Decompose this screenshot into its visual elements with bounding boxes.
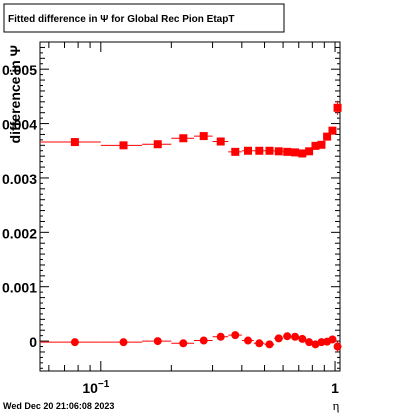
data-point-square bbox=[323, 132, 332, 141]
y-tick-label: 0.002 bbox=[2, 225, 37, 241]
data-point-square bbox=[274, 147, 283, 156]
title-box bbox=[3, 3, 285, 33]
y-tick-label: 0 bbox=[29, 334, 37, 350]
data-point-square bbox=[283, 147, 292, 156]
data-point-circle bbox=[179, 339, 188, 348]
data-point-circle bbox=[255, 339, 264, 348]
y-tick-label: 0.004 bbox=[2, 117, 37, 133]
data-point-square bbox=[216, 137, 225, 146]
chart-title: Fitted difference in Ψ for Global Rec Pi… bbox=[8, 14, 234, 25]
data-point-square bbox=[305, 147, 314, 156]
data-point-circle bbox=[243, 336, 252, 345]
y-axis-title: difference in Ψ bbox=[7, 45, 23, 143]
data-point-square bbox=[153, 140, 162, 149]
data-point-square bbox=[311, 141, 320, 150]
data-point-circle bbox=[70, 338, 79, 347]
data-point-square bbox=[328, 126, 337, 135]
data-point-square bbox=[199, 132, 208, 141]
data-point-circle bbox=[153, 337, 162, 346]
timestamp: Wed Dec 20 21:06:08 2023 bbox=[3, 401, 114, 411]
data-point-circle bbox=[328, 335, 337, 344]
data-point-circle bbox=[119, 338, 128, 347]
y-tick-label: 0.003 bbox=[2, 171, 37, 187]
data-point-circle bbox=[199, 336, 208, 345]
x-tick-label: 10−1 bbox=[82, 379, 109, 396]
data-point-square bbox=[265, 146, 274, 155]
data-point-circle bbox=[274, 334, 283, 343]
data-point-circle bbox=[216, 332, 225, 341]
data-point-circle bbox=[305, 338, 314, 347]
x-tick-label: 1 bbox=[331, 380, 339, 396]
data-point-square bbox=[243, 146, 252, 155]
data-point-square bbox=[179, 134, 188, 143]
data-point-square bbox=[291, 148, 300, 157]
data-point-circle bbox=[291, 332, 300, 341]
data-point-circle bbox=[231, 331, 240, 340]
data-point-square bbox=[298, 149, 307, 158]
data-point-circle bbox=[265, 340, 274, 349]
y-tick-label: 0.001 bbox=[2, 280, 37, 296]
axis-ticks: 0 0.001 0.002 0.003 0.004 0.005 10−1 1 bbox=[2, 41, 340, 396]
data-marks bbox=[40, 100, 342, 352]
data-point-square bbox=[70, 138, 79, 147]
data-point-square bbox=[119, 141, 128, 150]
data-point-square bbox=[231, 147, 240, 156]
x-axis-title: η bbox=[333, 398, 340, 413]
data-point-circle bbox=[283, 332, 292, 341]
data-point-square bbox=[333, 103, 342, 112]
data-point-square bbox=[317, 140, 326, 149]
data-point-square bbox=[255, 146, 264, 155]
y-tick-label: 0.005 bbox=[2, 62, 37, 78]
data-point-circle bbox=[333, 342, 342, 351]
data-point-circle bbox=[298, 334, 307, 343]
plot-frame bbox=[39, 41, 341, 372]
